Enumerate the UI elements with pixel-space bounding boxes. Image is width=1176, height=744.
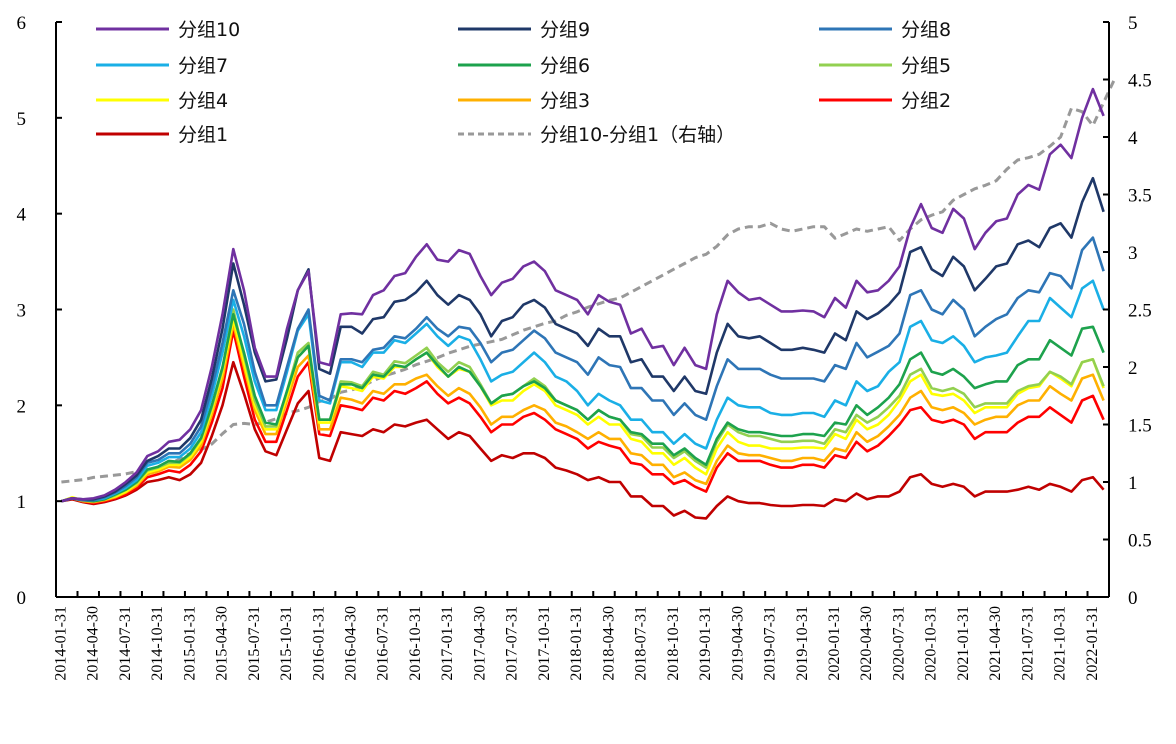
x-tick-label: 2020-01-31 [826,606,843,681]
series-line-1 [61,87,1105,503]
legend-label: 分组3 [540,90,590,112]
legend-label: 分组8 [901,19,951,41]
left-y-tick-label: 0 [17,588,27,609]
x-tick-label: 2021-04-30 [987,606,1004,681]
left-y-tick-label: 2 [17,396,27,417]
right-y-tick-label: 2.5 [1128,301,1152,322]
left-y-tick-label: 1 [17,492,27,513]
legend-label: 分组6 [540,55,590,77]
legend: 分组10 分组9 分组8 分组7 分组6 分组5 分组4 分组3 分组2 分组1 分组10-分组1（… [96,19,951,146]
x-tick-label: 2021-10-31 [1052,606,1069,681]
series-line-2 [61,176,1105,503]
x-tick-label: 2015-07-31 [246,606,263,681]
x-tick-label: 2015-01-31 [181,606,198,681]
x-tick-label: 2020-07-31 [890,606,907,681]
series-line-3 [61,236,1105,503]
right-y-tick-label: 3.5 [1128,186,1152,207]
x-tick-label: 2019-07-31 [762,606,779,681]
legend-label: 分组2 [901,90,951,112]
right-y-tick-label: 0 [1128,588,1138,609]
x-tick-label: 2014-01-31 [52,606,69,681]
x-tick-label: 2014-04-30 [85,606,102,681]
right-y-tick-label: 2 [1128,358,1138,379]
axes: 0 1 2 3 4 5 6 0 0.5 1 1.5 2 2.5 3 3.5 4 4.5 5 2014-01-31 20… [17,13,1152,681]
right-y-tick-label: 1 [1128,473,1138,494]
series-line-5 [61,312,1105,503]
left-y-tick-label: 3 [17,301,27,322]
plot-lines [60,78,1116,520]
x-tick-label: 2016-01-31 [310,606,327,681]
x-tick-label: 2020-04-30 [858,606,875,681]
x-tick-label: 2017-07-31 [504,606,521,681]
legend-label: 分组4 [178,90,228,112]
x-tick-label: 2016-10-31 [407,606,424,681]
series-line-9 [61,329,1105,505]
x-tick-label: 2015-04-30 [214,606,231,681]
series-line-7 [60,317,1105,503]
left-y-tick-label: 6 [17,13,27,34]
right-y-tick-label: 4 [1128,128,1138,149]
x-tick-label: 2015-10-31 [278,606,295,681]
right-y-tick-label: 1.5 [1128,416,1152,437]
x-tick-label: 2020-10-31 [923,606,940,681]
x-tick-label: 2021-07-31 [1019,606,1036,681]
x-tick-label: 2018-07-31 [633,606,650,681]
x-tick-label: 2019-01-31 [697,606,714,681]
left-y-tick-label: 4 [17,205,27,226]
x-tick-label: 2016-07-31 [375,606,392,681]
series-line-4 [61,279,1105,503]
x-tick-label: 2018-10-31 [665,606,682,681]
x-tick-label: 2019-10-31 [794,606,811,681]
x-tick-label: 2017-10-31 [536,606,553,681]
series-line-11 [61,78,1116,484]
x-tick-label: 2017-04-30 [471,606,488,681]
right-y-tick-label: 4.5 [1128,71,1152,92]
right-y-tick-label: 3 [1128,243,1138,264]
right-y-tick-label: 0.5 [1128,531,1152,552]
legend-label: 分组1 [178,124,228,146]
x-tick-label: 2018-04-30 [600,606,617,681]
right-y-tick-label: 5 [1128,13,1138,34]
x-tick-label: 2014-07-31 [117,606,134,681]
x-tick-label: 2016-04-30 [342,606,359,681]
series-line-10 [61,360,1105,520]
left-y-tick-label: 5 [17,109,27,130]
x-tick-label: 2014-10-31 [149,606,166,681]
x-tick-label: 2022-01-31 [1084,606,1101,681]
x-tick-label: 2017-01-31 [439,606,456,681]
x-tick-label: 2018-01-31 [568,606,585,681]
legend-label: 分组5 [901,55,951,77]
x-tick-label: 2019-04-30 [729,606,746,681]
legend-label: 分组10 [178,19,240,41]
legend-label: 分组9 [540,19,590,41]
legend-label: 分组10-分组1（右轴） [540,124,735,146]
legend-label: 分组7 [178,55,228,77]
x-tick-label: 2021-01-31 [955,606,972,681]
